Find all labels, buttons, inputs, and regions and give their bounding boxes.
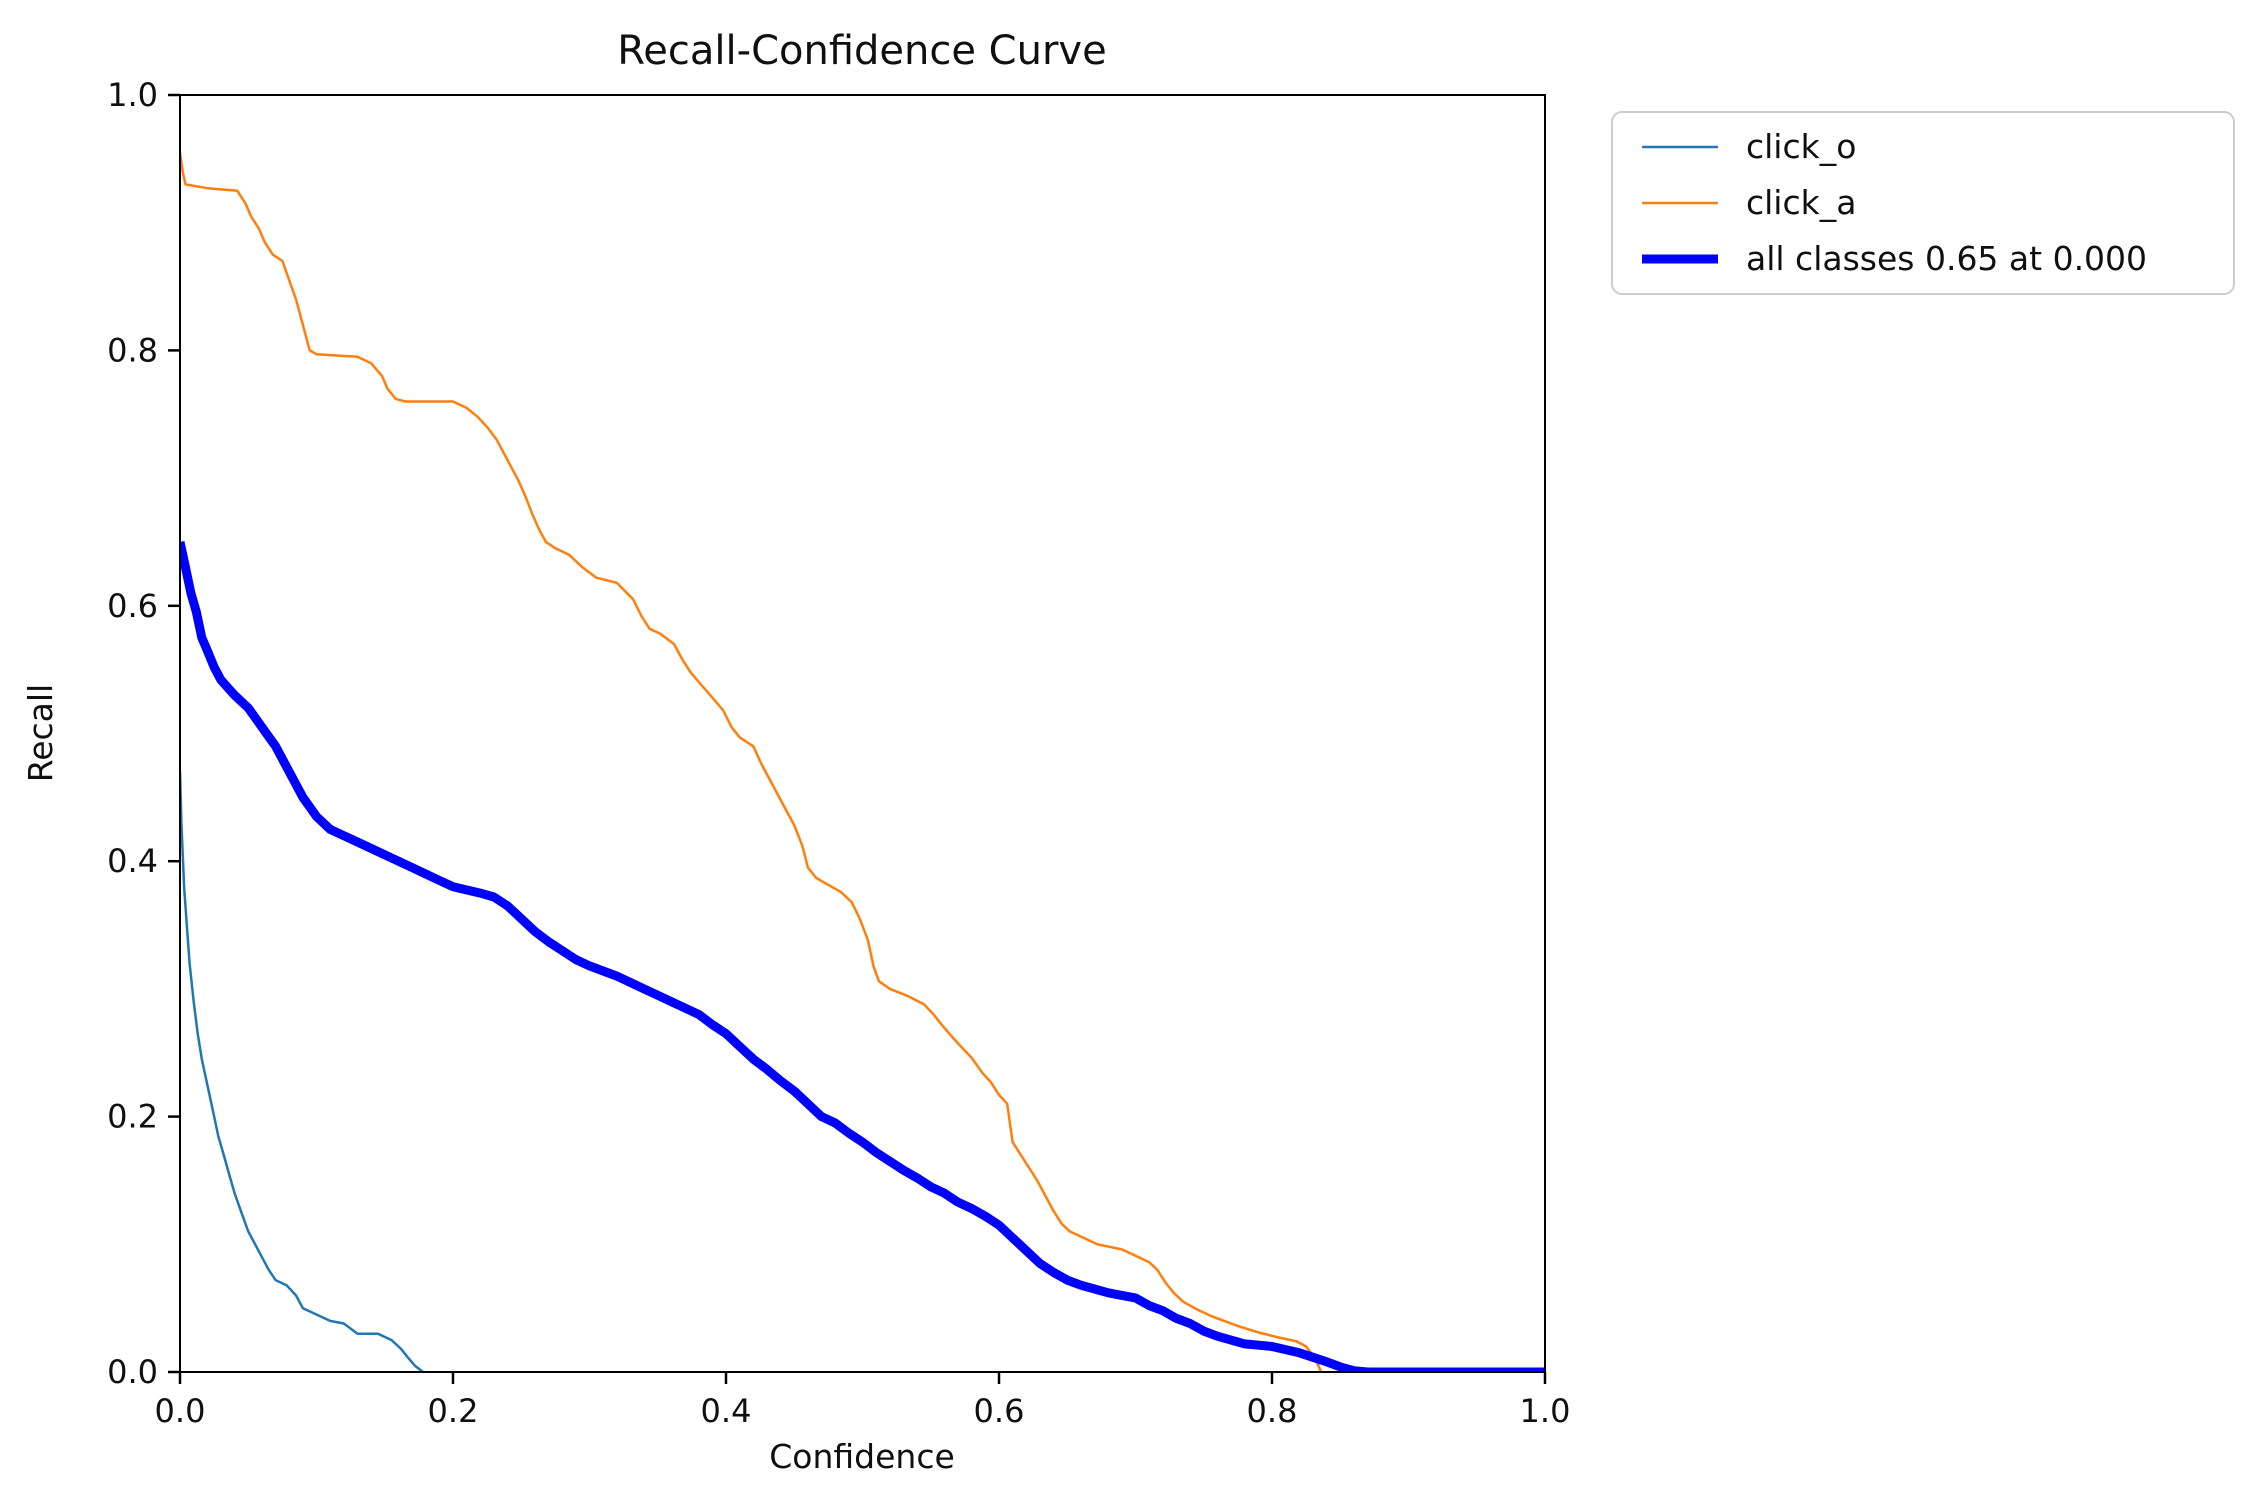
chart-title: Recall-Confidence Curve xyxy=(617,28,1106,74)
y-tick-label: 0.0 xyxy=(107,1353,158,1391)
plot-border xyxy=(179,94,1546,1373)
y-tick-label: 0.4 xyxy=(107,842,158,880)
legend-item-label: click_o xyxy=(1746,127,1856,166)
legend-box xyxy=(1611,111,2235,295)
x-tick-label: 0.6 xyxy=(974,1392,1025,1430)
y-tick-label: 0.6 xyxy=(107,587,158,625)
y-tick-label: 0.2 xyxy=(107,1098,158,1136)
x-tick-label: 1.0 xyxy=(1520,1392,1571,1430)
legend-item-label: click_a xyxy=(1746,183,1856,222)
y-axis-label: Recall xyxy=(21,684,60,782)
series-line-click-a xyxy=(180,152,1323,1372)
series-line-click-o xyxy=(180,771,424,1372)
series-line-all-classes-0-65-at-0-000 xyxy=(180,540,1545,1372)
y-tick-label: 1.0 xyxy=(107,76,158,114)
x-axis-label: Confidence xyxy=(769,1437,955,1476)
x-tick-label: 0.4 xyxy=(701,1392,752,1430)
x-tick-label: 0.0 xyxy=(155,1392,206,1430)
series-lines xyxy=(180,152,1545,1372)
x-tick-label: 0.2 xyxy=(428,1392,479,1430)
y-tick-label: 0.8 xyxy=(107,331,158,369)
legend-item-label: all classes 0.65 at 0.000 xyxy=(1746,239,2147,278)
x-tick-label: 0.8 xyxy=(1247,1392,1298,1430)
plot-area: 0.0 0.2 0.4 0.6 0.8 1.0 0.0 0.2 0.4 0.6 0.8 1.0 xyxy=(107,76,1570,1430)
